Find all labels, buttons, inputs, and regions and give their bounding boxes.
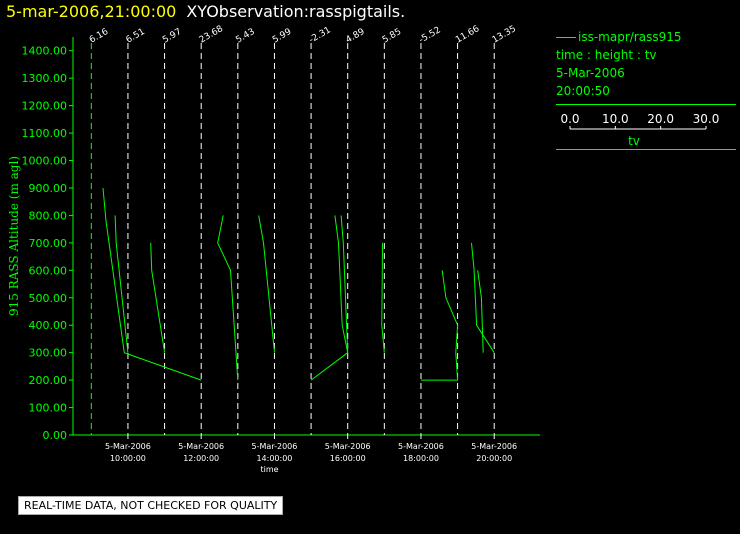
y-tick-label: 800.00 (29, 209, 68, 222)
y-tick-label: 500.00 (29, 292, 68, 305)
data-series-line (217, 215, 239, 381)
legend-scale-label: tv (628, 134, 640, 148)
profile-label: -2.31 (308, 25, 333, 45)
observation-name: XYObservation:rasspigtails. (186, 2, 406, 21)
profile-label: 4.89 (344, 27, 367, 46)
data-series-line (150, 242, 166, 353)
x-tick-time: 10:00:00 (110, 454, 146, 463)
x-tick-date: 5-Mar-2006 (325, 442, 371, 451)
x-tick-time: 20:00:00 (476, 454, 512, 463)
profile-label: 5.85 (381, 27, 403, 46)
plot-header: 5-mar-2006,21:00:00 XYObservation:rasspig… (6, 2, 405, 21)
profile-label: 11.66 (454, 24, 482, 46)
profile-label: 13.35 (491, 24, 518, 46)
legend-scale-tick-label: 30.0 (693, 112, 720, 126)
legend-divider (556, 104, 736, 105)
legend-scale-tick-label: 20.0 (647, 112, 674, 126)
x-tick-time: 16:00:00 (330, 454, 366, 463)
x-axis-label: time (260, 465, 278, 474)
data-series-line (258, 215, 275, 353)
x-tick-time: 14:00:00 (256, 454, 292, 463)
x-tick-time: 18:00:00 (403, 454, 439, 463)
data-series-line (310, 215, 349, 381)
y-tick-label: 700.00 (29, 237, 68, 250)
legend-panel: iss-mapr/rass915 time : height : tv 5-Ma… (556, 28, 740, 150)
data-series-line (471, 242, 495, 353)
y-tick-label: 600.00 (29, 264, 68, 277)
profile-label: 23.68 (198, 24, 226, 46)
profile-label: 6.16 (88, 27, 111, 46)
profile-label: 6.51 (124, 27, 146, 46)
y-tick-label: 1200.00 (22, 100, 68, 113)
plot-timestamp: 5-mar-2006,21:00:00 (6, 2, 177, 21)
data-series-line (421, 270, 459, 381)
legend-date: 5-Mar-2006 (556, 66, 625, 80)
y-tick-label: 1100.00 (22, 127, 68, 140)
y-tick-label: 1000.00 (22, 155, 68, 168)
x-tick-date: 5-Mar-2006 (471, 442, 517, 451)
legend-scale-tick-label: 10.0 (602, 112, 629, 126)
legend-divider-bottom (556, 149, 736, 150)
x-tick-date: 5-Mar-2006 (398, 442, 444, 451)
legend-time: 20:00:50 (556, 84, 610, 98)
legend-series: iss-mapr/rass915 (556, 28, 740, 46)
y-tick-label: 1400.00 (22, 45, 68, 58)
y-tick-label: 0.00 (43, 429, 68, 442)
quality-notice: REAL-TIME DATA, NOT CHECKED FOR QUALITY (18, 496, 284, 515)
data-series-line (114, 215, 129, 353)
y-tick-label: 1300.00 (22, 72, 68, 85)
x-tick-time: 12:00:00 (183, 454, 219, 463)
legend-swatch (556, 37, 576, 38)
profile-label: -5.52 (417, 25, 442, 45)
profile-label: 5.43 (234, 27, 256, 46)
data-series-line (477, 270, 484, 353)
x-tick-date: 5-Mar-2006 (178, 442, 224, 451)
data-series-line (381, 242, 385, 353)
data-series-line (102, 187, 202, 381)
legend-scale-tick-label: 0.0 (560, 112, 579, 126)
legend-description: time : height : tv (556, 48, 657, 62)
y-tick-label: 400.00 (29, 319, 68, 332)
x-tick-date: 5-Mar-2006 (252, 442, 298, 451)
legend-scale-graphic: 0.0 10.0 20.0 30.0 tv (560, 112, 720, 148)
legend-series-name: iss-mapr/rass915 (578, 30, 682, 44)
data-series-line (334, 215, 349, 353)
x-tick-date: 5-Mar-2006 (105, 442, 151, 451)
profile-label: 5.97 (161, 27, 183, 46)
legend-scale: 0.0 10.0 20.0 30.0 tv (556, 105, 740, 149)
profile-label: 5.99 (271, 27, 294, 46)
y-tick-label: 200.00 (29, 374, 68, 387)
y-tick-label: 100.00 (29, 402, 68, 415)
y-axis-label: 915 RASS Altitude (m agl) (7, 156, 21, 316)
y-tick-label: 900.00 (29, 182, 68, 195)
y-tick-label: 300.00 (29, 347, 68, 360)
